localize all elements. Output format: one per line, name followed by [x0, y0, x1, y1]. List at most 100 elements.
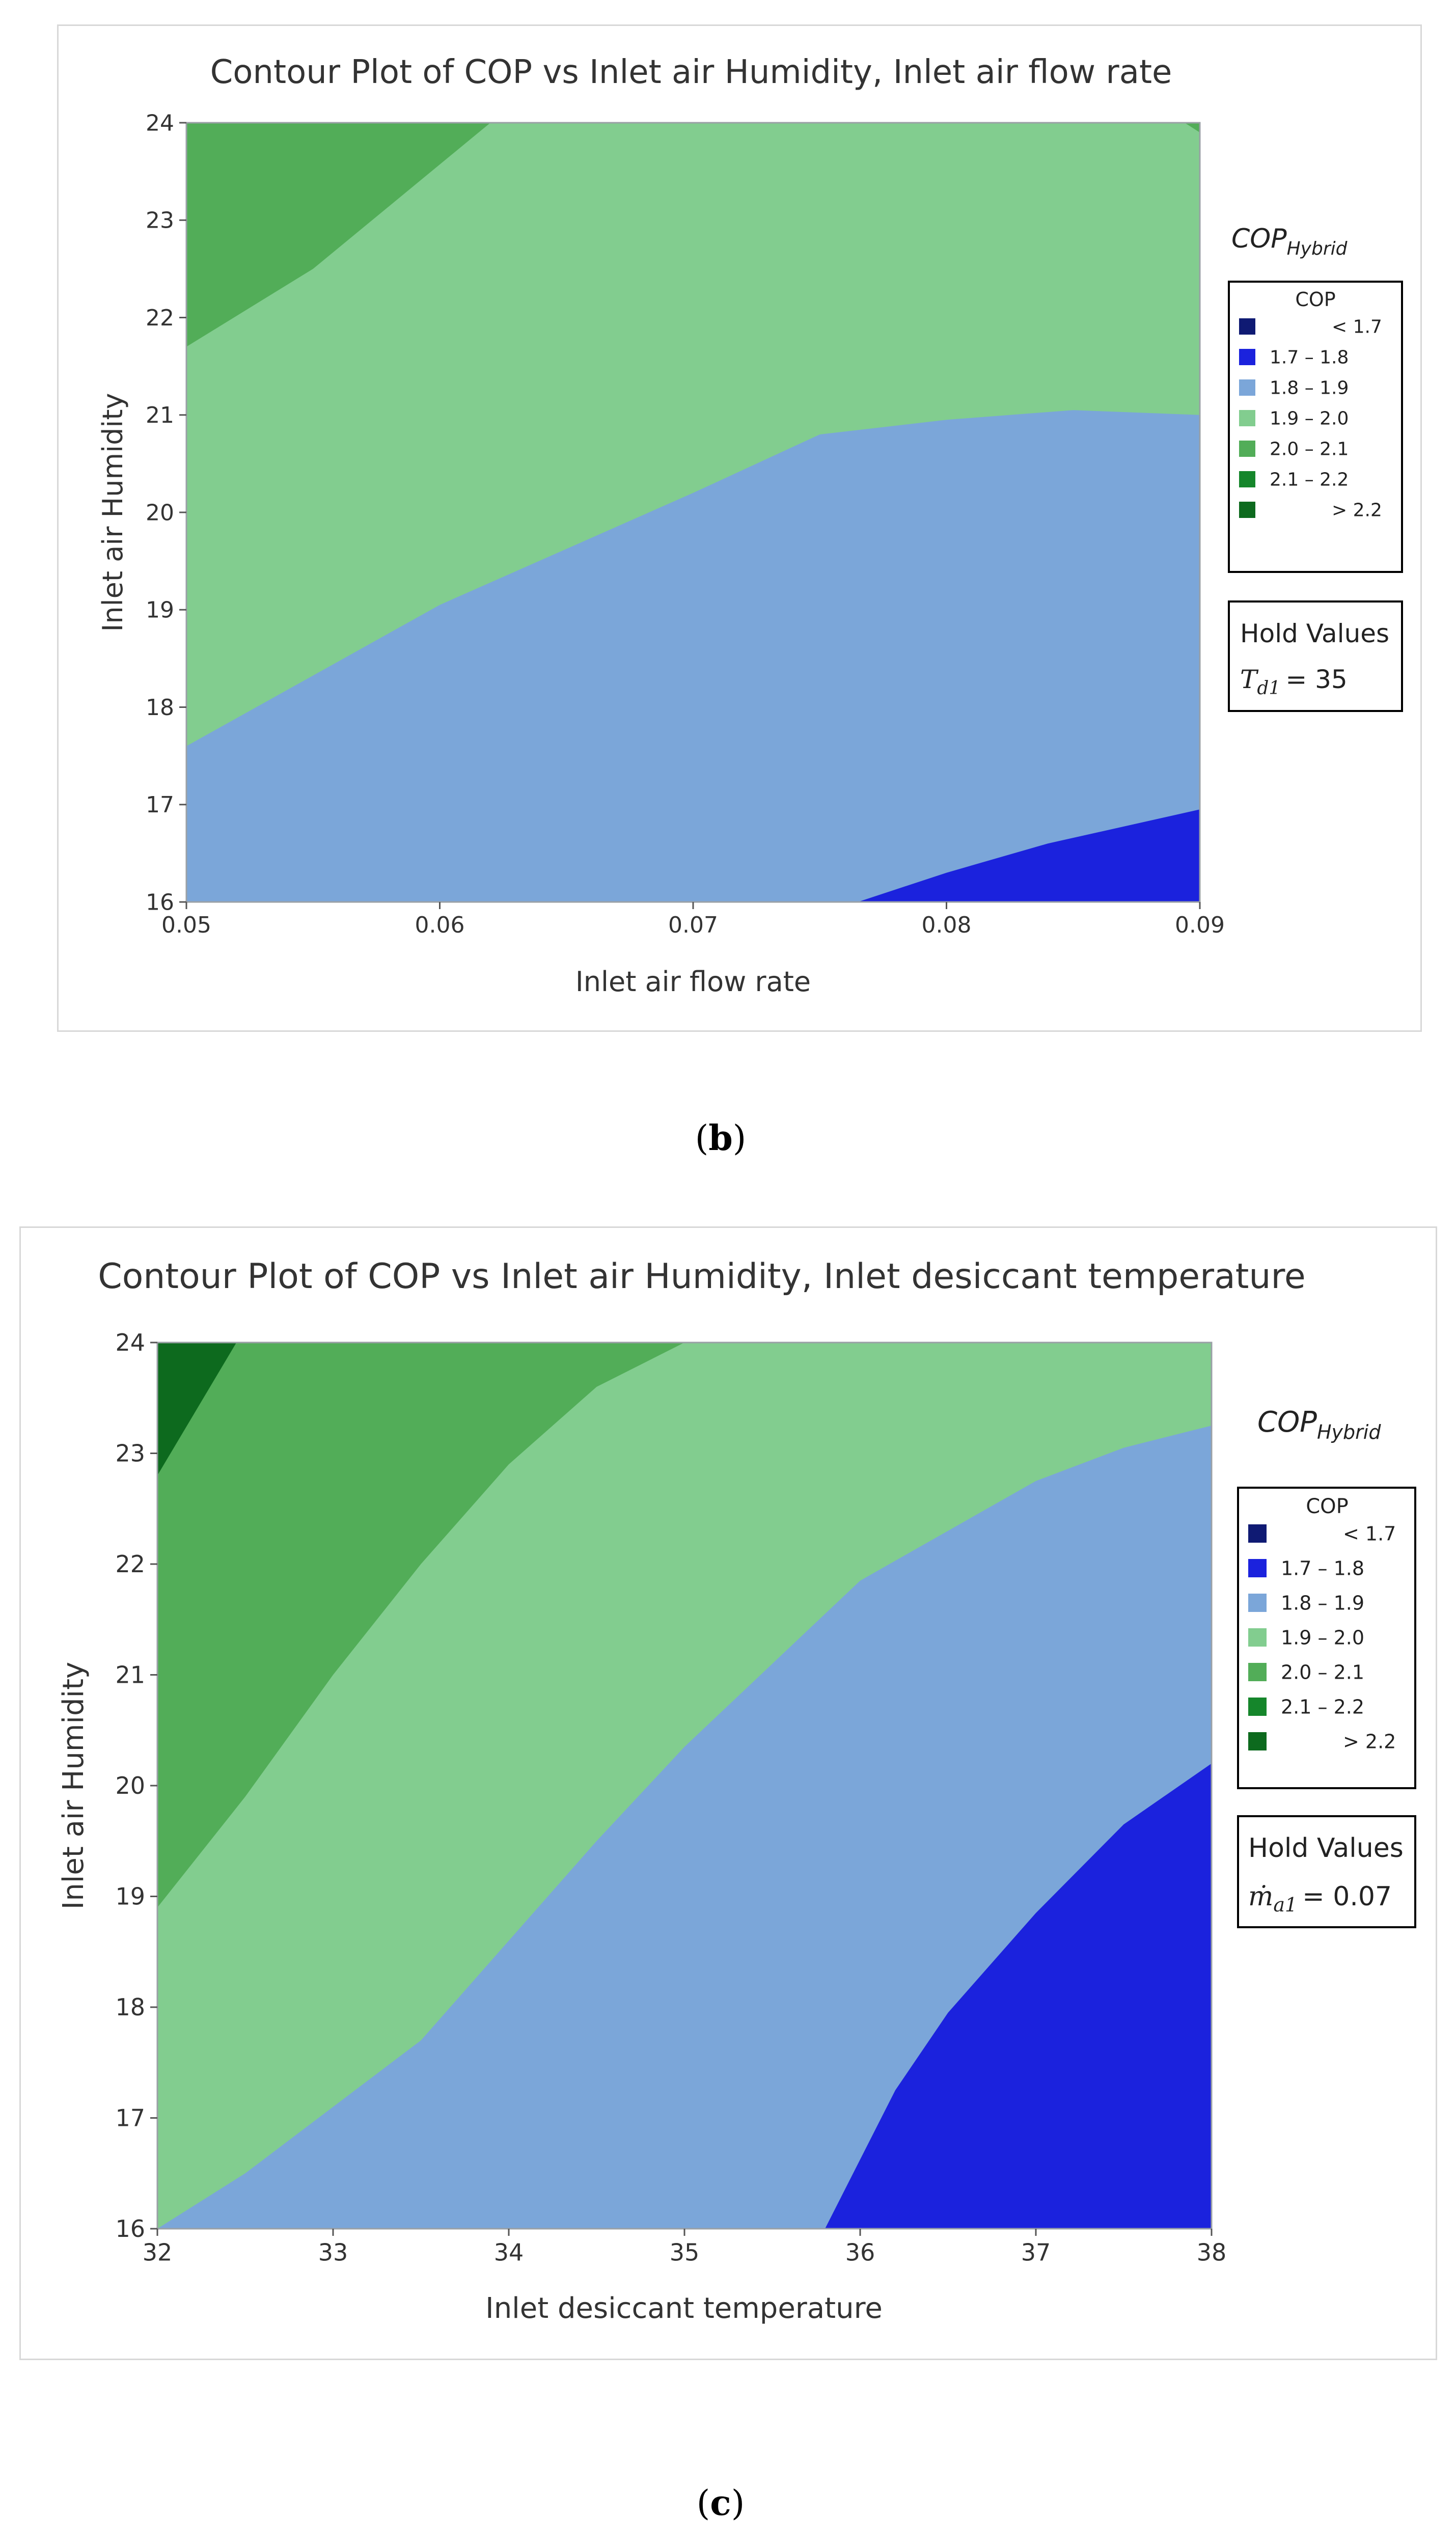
- legend-swatch: [1248, 1524, 1267, 1543]
- legend-label: 1.8 – 1.9: [1270, 378, 1349, 399]
- legend-heading-sub: Hybrid: [1317, 1421, 1381, 1443]
- legend-title: COP: [1295, 288, 1335, 311]
- y-tick-label: 17: [115, 2104, 145, 2132]
- legend-swatch: [1239, 379, 1255, 396]
- contour-region: [1185, 123, 1200, 133]
- y-tick-label: 24: [115, 1329, 145, 1356]
- y-tick-label: 22: [115, 1550, 145, 1578]
- caption-c: (c): [696, 2483, 745, 2524]
- x-tick-label: 35: [670, 2238, 700, 2266]
- y-tick-label: 18: [115, 1993, 145, 2021]
- legend-label: 1.7 – 1.8: [1281, 1557, 1364, 1579]
- legend-label: 1.9 – 2.0: [1281, 1626, 1364, 1649]
- contour-chart-c: Contour Plot of COP vs Inlet air Humidit…: [19, 1226, 1437, 2360]
- hold-variable-sub: a1: [1273, 1894, 1297, 1916]
- contour-region: [157, 1343, 237, 1475]
- legend-heading: COPHybrid: [1257, 1406, 1381, 1443]
- hold-value: = 0.07: [1302, 1881, 1392, 1912]
- hold-variable-sub: d1: [1257, 678, 1280, 699]
- chart-title: Contour Plot of COP vs Inlet air Humidit…: [210, 53, 1172, 91]
- hold-values-title: Hold Values: [1248, 1833, 1404, 1864]
- hold-variable: ṁ: [1248, 1881, 1273, 1912]
- x-tick-label: 33: [318, 2238, 348, 2266]
- legend-swatch: [1239, 471, 1255, 487]
- x-tick-label: 0.05: [161, 912, 211, 938]
- legend-swatch: [1248, 1594, 1267, 1612]
- legend-swatch: [1248, 1628, 1267, 1647]
- contour-region: [157, 1343, 684, 1908]
- contour-chart-b: Contour Plot of COP vs Inlet air Humidit…: [57, 24, 1422, 1032]
- hold-values-entry: Td1 = 35: [1240, 665, 1348, 699]
- hold-value: = 35: [1285, 665, 1347, 694]
- legend-label: < 1.7: [1343, 1522, 1396, 1545]
- y-tick-label: 23: [115, 1440, 145, 1467]
- legend-title: COP: [1306, 1495, 1349, 1518]
- legend-items: < 1.7 1.7 – 1.8 1.8 – 1.9 1.9 – 2.0 2.0 – 2.…: [1239, 317, 1382, 521]
- caption-letter: b: [708, 1118, 733, 1159]
- x-axis: 32 33 34 35 36 37 38: [143, 2229, 1227, 2266]
- x-tick-label: 32: [143, 2238, 173, 2266]
- y-tick-label: 22: [146, 305, 174, 331]
- x-tick-label: 34: [494, 2238, 524, 2266]
- caption-b: (b): [695, 1118, 747, 1159]
- legend-label: 2.1 – 2.2: [1281, 1695, 1364, 1718]
- legend-heading-base: COP: [1257, 1406, 1317, 1439]
- legend-label: > 2.2: [1332, 500, 1382, 521]
- hold-values-box: [1228, 600, 1403, 712]
- y-tick-label: 18: [146, 695, 174, 721]
- legend-heading-sub: Hybrid: [1287, 238, 1348, 259]
- legend-label: 1.9 – 2.0: [1270, 408, 1349, 429]
- x-tick-label: 37: [1021, 2238, 1051, 2266]
- legend-label: 2.0 – 2.1: [1281, 1661, 1364, 1683]
- legend-swatch: [1248, 1559, 1267, 1577]
- contour-region: [825, 1763, 1212, 2229]
- x-tick-label: 0.09: [1175, 912, 1225, 938]
- y-tick-label: 16: [115, 2215, 145, 2242]
- legend-swatch: [1239, 349, 1255, 365]
- y-tick-label: 16: [146, 889, 174, 915]
- hold-values-box: [1237, 1815, 1416, 1928]
- contour-region: [186, 410, 1200, 902]
- legend-swatch: [1248, 1663, 1267, 1681]
- legend-swatch: [1239, 502, 1255, 518]
- legend-box: [1237, 1487, 1416, 1789]
- legend-label: 2.0 – 2.1: [1270, 439, 1349, 460]
- x-tick-label: 38: [1197, 2238, 1227, 2266]
- legend-swatch: [1239, 318, 1255, 335]
- x-tick-label: 0.07: [668, 912, 718, 938]
- y-tick-label: 21: [115, 1661, 145, 1689]
- contour-region: [858, 809, 1200, 902]
- y-tick-label: 23: [146, 208, 174, 234]
- contour-regions: [186, 123, 1200, 902]
- contour-regions: [157, 1343, 1212, 2229]
- legend-label: < 1.7: [1332, 317, 1382, 338]
- y-axis-label: Inlet air Humidity: [57, 1662, 90, 1909]
- contour-plot-c: Contour Plot of COP vs Inlet air Humidit…: [57, 1256, 1416, 2325]
- legend-heading-base: COP: [1231, 224, 1287, 254]
- x-axis: 0.05 0.06 0.07 0.08 0.09: [161, 902, 1225, 938]
- legend-swatch: [1248, 1732, 1267, 1750]
- legend-swatch: [1248, 1698, 1267, 1716]
- legend-box: [1228, 281, 1403, 573]
- chart-title: Contour Plot of COP vs Inlet air Humidit…: [98, 1256, 1306, 1297]
- y-axis: 16 17 18 19 20 21 22 23 24: [115, 1329, 157, 2242]
- legend-label: 1.8 – 1.9: [1281, 1592, 1364, 1614]
- y-tick-label: 19: [146, 597, 174, 623]
- legend-items: < 1.7 1.7 – 1.8 1.8 – 1.9 1.9 – 2.0 2.0 – 2.…: [1248, 1522, 1396, 1753]
- y-tick-label: 24: [146, 110, 174, 136]
- legend-label: 1.7 – 1.8: [1270, 347, 1349, 368]
- x-axis-label: Inlet desiccant temperature: [485, 2292, 883, 2325]
- y-tick-label: 20: [146, 500, 174, 526]
- legend-label: > 2.2: [1343, 1730, 1396, 1753]
- x-axis-label: Inlet air flow rate: [575, 966, 811, 998]
- x-tick-label: 0.06: [415, 912, 465, 938]
- hold-values-title: Hold Values: [1240, 619, 1389, 648]
- caption-letter: c: [710, 2483, 731, 2524]
- legend-label: 2.1 – 2.2: [1270, 470, 1349, 490]
- legend-heading: COPHybrid: [1231, 224, 1348, 259]
- contour-plot-b: Contour Plot of COP vs Inlet air Humidit…: [97, 53, 1403, 998]
- legend-swatch: [1239, 441, 1255, 457]
- y-tick-label: 21: [146, 402, 174, 428]
- legend-swatch: [1239, 410, 1255, 426]
- y-tick-label: 19: [115, 1883, 145, 1910]
